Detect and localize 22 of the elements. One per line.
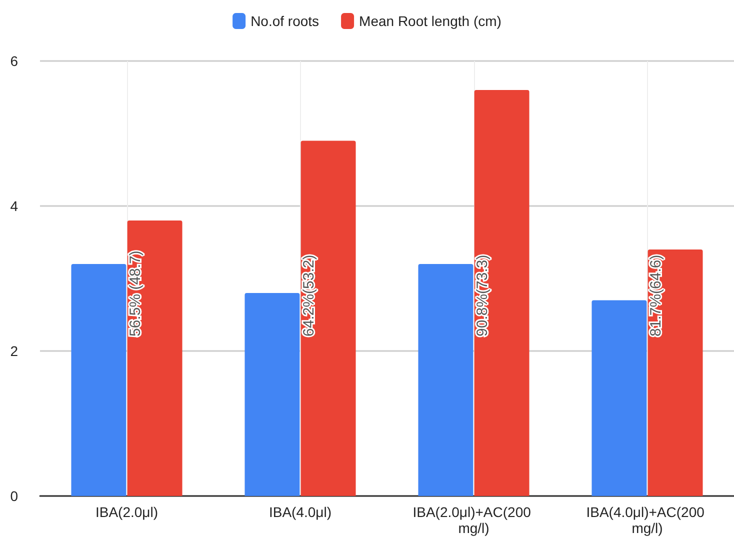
y-tick-label: 2	[10, 343, 18, 359]
bar	[244, 293, 300, 496]
x-tick-label: IBA(2.0μl)	[95, 504, 158, 520]
x-tick-label: IBA(2.0μl)+AC(200 mg/l)	[412, 504, 535, 536]
x-tick-label: IBA(4.0μl)+AC(200 mg/l)	[586, 504, 708, 536]
bar	[127, 220, 182, 496]
bar	[300, 140, 356, 496]
legend-label: No.of roots	[250, 13, 320, 29]
bar	[474, 90, 530, 496]
annotation: 90.8%(73.3)	[474, 254, 491, 336]
y-tick-label: 6	[10, 53, 18, 69]
annotation: 64.2%(53.2)	[300, 254, 318, 336]
y-tick-label: 0	[10, 488, 18, 504]
annotation: 81.7%(64.6)	[647, 254, 664, 336]
bar	[71, 264, 126, 496]
bar	[592, 300, 647, 496]
bar	[418, 264, 474, 496]
legend-label: Mean Root length (cm)	[359, 13, 502, 29]
y-tick-label: 4	[10, 198, 18, 214]
bar	[648, 250, 703, 496]
x-tick-label: IBA(4.0μl)	[268, 504, 332, 520]
annotation: 56.5% (48.7)	[126, 250, 144, 336]
